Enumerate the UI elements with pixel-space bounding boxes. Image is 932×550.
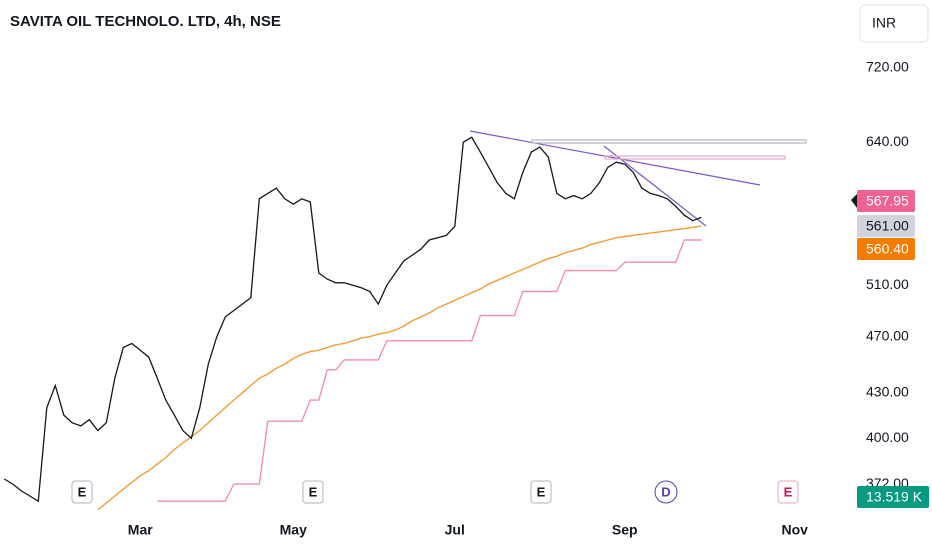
plot-area — [3, 136, 702, 510]
x-tick-label: Jul — [445, 522, 465, 538]
series-line — [157, 239, 702, 502]
y-tick-label: 510.00 — [866, 276, 909, 292]
x-tick-label: Nov — [782, 522, 809, 538]
event-label: E — [309, 484, 318, 499]
x-tick-label: May — [280, 522, 307, 538]
chart-title: SAVITA OIL TECHNOLO. LTD, 4h, NSE — [10, 13, 281, 30]
x-tick-label: Sep — [612, 522, 638, 538]
price-pointer — [851, 194, 857, 208]
event-label: D — [661, 484, 670, 499]
series-line — [3, 136, 702, 503]
y-tick-label: 720.00 — [866, 59, 909, 75]
price-badge — [857, 238, 915, 260]
y-tick-label: 430.00 — [866, 383, 909, 399]
event-label: E — [537, 484, 546, 499]
price-label: 567.95 — [866, 193, 909, 209]
y-tick-label: 640.00 — [866, 133, 909, 149]
series-line — [97, 225, 702, 510]
event-icon — [71, 480, 93, 504]
event-icon — [302, 480, 324, 504]
event-icon — [530, 480, 552, 504]
currency-label[interactable]: INR — [872, 15, 896, 31]
event-label: E — [78, 484, 87, 499]
price-label: 560.40 — [866, 241, 909, 257]
y-tick-label: 400.00 — [866, 429, 909, 445]
price-badge — [857, 190, 915, 212]
volume-label: 13.519 K — [866, 489, 923, 505]
drawings — [469, 130, 807, 227]
y-tick-label: 470.00 — [866, 327, 909, 343]
volume-badge — [857, 486, 929, 508]
currency-button[interactable] — [859, 4, 929, 43]
event-label: E — [784, 484, 793, 499]
event-icon — [654, 480, 678, 504]
x-tick-label: Mar — [128, 522, 153, 538]
event-icon — [777, 480, 799, 504]
price-badge — [857, 215, 915, 237]
price-label: 561.00 — [866, 218, 909, 234]
